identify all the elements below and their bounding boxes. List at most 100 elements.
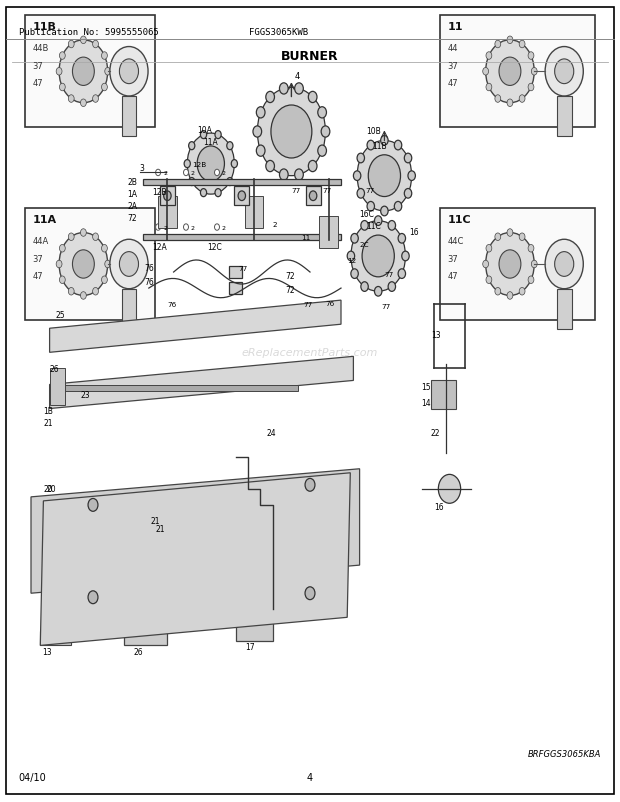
- Circle shape: [528, 84, 534, 91]
- Text: 22: 22: [431, 428, 440, 438]
- Text: 2: 2: [191, 171, 195, 176]
- Circle shape: [347, 252, 355, 261]
- Circle shape: [110, 240, 148, 290]
- Text: 11B: 11B: [32, 22, 56, 32]
- Circle shape: [318, 146, 327, 157]
- Text: 77: 77: [322, 188, 332, 194]
- Bar: [50, 369, 65, 405]
- Circle shape: [102, 53, 107, 60]
- Text: 12C: 12C: [208, 242, 223, 252]
- Circle shape: [408, 172, 415, 181]
- Circle shape: [184, 170, 188, 176]
- Text: 20: 20: [43, 484, 53, 494]
- Bar: [160, 187, 175, 206]
- Circle shape: [120, 253, 138, 277]
- FancyBboxPatch shape: [25, 209, 155, 321]
- Circle shape: [215, 189, 221, 197]
- Circle shape: [68, 288, 74, 296]
- Circle shape: [367, 202, 374, 212]
- Text: 11A: 11A: [32, 215, 56, 225]
- Text: 2B: 2B: [127, 177, 137, 187]
- Circle shape: [495, 288, 501, 296]
- Circle shape: [88, 499, 98, 512]
- Text: 12: 12: [347, 257, 356, 264]
- Bar: [122, 97, 136, 137]
- Text: 77: 77: [304, 302, 313, 308]
- Text: 11: 11: [448, 22, 463, 32]
- Circle shape: [164, 192, 171, 201]
- Bar: [234, 187, 249, 206]
- FancyBboxPatch shape: [440, 209, 595, 321]
- Text: 2: 2: [222, 171, 226, 176]
- Circle shape: [110, 47, 148, 97]
- Circle shape: [555, 253, 574, 277]
- Circle shape: [361, 221, 368, 231]
- Circle shape: [388, 282, 396, 292]
- Circle shape: [362, 236, 394, 277]
- Circle shape: [388, 221, 396, 231]
- Bar: [229, 267, 242, 278]
- Bar: [143, 235, 341, 241]
- Circle shape: [92, 233, 99, 241]
- Text: 44B: 44B: [32, 44, 48, 53]
- Circle shape: [156, 225, 161, 231]
- Circle shape: [353, 172, 361, 181]
- Bar: [229, 283, 242, 294]
- Circle shape: [59, 41, 108, 103]
- Circle shape: [227, 143, 233, 151]
- Circle shape: [238, 192, 246, 201]
- Polygon shape: [50, 357, 353, 409]
- Text: 77: 77: [381, 303, 391, 310]
- Text: 77: 77: [239, 265, 248, 272]
- Text: 47: 47: [448, 79, 458, 88]
- Circle shape: [507, 37, 513, 45]
- Circle shape: [215, 170, 219, 176]
- Circle shape: [499, 250, 521, 279]
- Bar: [245, 196, 264, 229]
- Text: 72: 72: [285, 271, 295, 281]
- Text: FGGS3065KWB: FGGS3065KWB: [249, 28, 309, 37]
- Text: 10A: 10A: [197, 125, 212, 135]
- Text: 4: 4: [307, 772, 313, 782]
- Circle shape: [105, 261, 110, 269]
- Text: 16: 16: [434, 502, 444, 512]
- Circle shape: [486, 277, 492, 284]
- Circle shape: [256, 107, 265, 119]
- Circle shape: [102, 277, 107, 284]
- Circle shape: [187, 134, 234, 195]
- Circle shape: [374, 287, 382, 297]
- Circle shape: [197, 147, 224, 182]
- Text: 76: 76: [144, 277, 154, 287]
- Text: 17: 17: [245, 642, 255, 651]
- Bar: [124, 615, 167, 646]
- Text: 2C: 2C: [360, 241, 370, 248]
- Circle shape: [92, 95, 99, 103]
- Text: 37: 37: [448, 254, 458, 263]
- Text: 15: 15: [422, 382, 432, 391]
- Circle shape: [394, 141, 402, 151]
- Text: 13: 13: [431, 330, 441, 340]
- Text: 37: 37: [32, 62, 43, 71]
- Circle shape: [531, 261, 537, 269]
- Text: 72: 72: [285, 286, 295, 295]
- Text: 2: 2: [191, 225, 195, 230]
- Text: 37: 37: [32, 254, 43, 263]
- Circle shape: [231, 160, 237, 168]
- Circle shape: [318, 107, 327, 119]
- Circle shape: [402, 252, 409, 261]
- Circle shape: [56, 68, 62, 76]
- Circle shape: [68, 95, 74, 103]
- Circle shape: [368, 156, 401, 197]
- Circle shape: [528, 277, 534, 284]
- Circle shape: [81, 37, 86, 45]
- Circle shape: [519, 288, 525, 296]
- FancyBboxPatch shape: [25, 16, 155, 128]
- Circle shape: [351, 221, 405, 292]
- FancyBboxPatch shape: [440, 16, 595, 128]
- Bar: [306, 187, 321, 206]
- Circle shape: [120, 60, 138, 84]
- Circle shape: [485, 41, 534, 103]
- Circle shape: [507, 99, 513, 107]
- Circle shape: [271, 106, 312, 159]
- Circle shape: [257, 88, 326, 176]
